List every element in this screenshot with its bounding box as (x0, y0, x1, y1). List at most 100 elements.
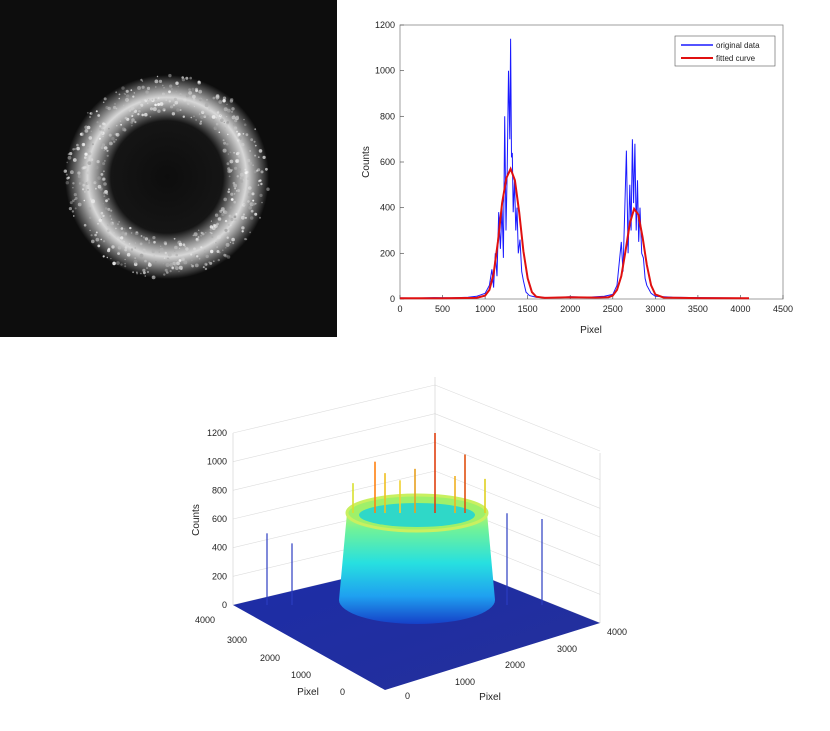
speckle (78, 182, 82, 185)
speckle (242, 133, 245, 135)
speckle (200, 234, 203, 237)
speckle (101, 217, 103, 220)
line-chart: 0 500 1000 1500 2000 2500 3000 3500 4000 4500 0 200… (361, 20, 793, 336)
speckle (195, 87, 198, 90)
speckle (154, 79, 159, 84)
speckle (197, 80, 201, 84)
speckle (175, 266, 179, 270)
speckle (259, 179, 262, 182)
speckle (104, 190, 108, 194)
speckle (136, 272, 138, 275)
speckle (232, 123, 235, 126)
speckle (192, 255, 194, 257)
x-tick-label: 1500 (518, 304, 538, 314)
speckle (190, 116, 193, 119)
speckle (215, 122, 219, 126)
speckle (169, 270, 172, 273)
speckle (178, 259, 182, 262)
x-axis-label-3d: Pixel (479, 692, 501, 703)
speckle (185, 94, 189, 98)
y-tick-label-3d: 2000 (260, 653, 280, 663)
speckle (223, 197, 227, 202)
speckle (237, 139, 240, 142)
speckle (215, 95, 220, 100)
speckle (198, 229, 200, 231)
speckle (200, 231, 203, 234)
speckle (82, 188, 85, 191)
speckle (223, 141, 227, 145)
speckle (108, 127, 110, 130)
speckle (214, 213, 219, 217)
speckle (188, 88, 192, 91)
speckle (72, 199, 75, 203)
speckle (157, 109, 161, 113)
speckle (181, 257, 185, 262)
speckle (250, 138, 254, 142)
speckle (244, 171, 248, 175)
speckle (198, 113, 201, 115)
speckle (219, 114, 221, 116)
speckle (233, 126, 238, 130)
speckle (141, 113, 144, 117)
speckle (112, 261, 116, 266)
speckle (110, 218, 113, 220)
speckle (245, 133, 249, 137)
ring-speckles (63, 73, 270, 280)
speckle (217, 110, 220, 113)
speckle (134, 247, 136, 249)
speckle (77, 171, 81, 175)
speckle (153, 240, 156, 244)
speckle (192, 98, 196, 101)
speckle (225, 242, 230, 247)
speckle (173, 95, 176, 98)
speckle (152, 236, 156, 240)
back-grid-line (434, 384, 601, 452)
speckle (89, 112, 92, 115)
speckle (121, 86, 125, 90)
speckle (178, 242, 183, 247)
speckle (222, 96, 227, 100)
speckle (132, 271, 135, 274)
speckle (229, 241, 232, 243)
speckle (195, 238, 199, 241)
speckle (87, 189, 89, 191)
speckle (130, 121, 134, 124)
back-grid-line (232, 413, 436, 462)
speckle (259, 216, 261, 219)
speckle (205, 254, 209, 259)
speckle (115, 227, 117, 230)
speckle (261, 201, 263, 204)
speckle (239, 176, 244, 180)
speckle (235, 219, 238, 222)
speckle (151, 98, 154, 101)
speckle (69, 152, 73, 156)
speckle (252, 164, 255, 167)
speckle (133, 109, 138, 114)
speckle (125, 94, 130, 98)
speckle (233, 200, 236, 204)
speckle (168, 73, 172, 78)
speckle (83, 223, 87, 227)
speckle (243, 188, 245, 191)
speckle (102, 177, 106, 181)
speckle (246, 177, 250, 181)
speckle (111, 221, 114, 224)
speckle (253, 170, 257, 174)
speckle (134, 257, 136, 259)
speckle (103, 146, 108, 150)
speckle (165, 254, 168, 257)
speckle (129, 113, 133, 117)
speckle (67, 155, 72, 160)
speckle (244, 216, 247, 219)
speckle (122, 240, 125, 243)
speckle (227, 223, 230, 226)
speckle (230, 134, 232, 136)
speckle (208, 261, 211, 264)
speckle (223, 121, 225, 124)
speckle (128, 109, 132, 112)
speckle (137, 248, 140, 251)
speckle (126, 252, 131, 257)
speckle (216, 250, 220, 253)
y-tick-label-3d: 3000 (227, 635, 247, 645)
speckle (124, 248, 128, 252)
